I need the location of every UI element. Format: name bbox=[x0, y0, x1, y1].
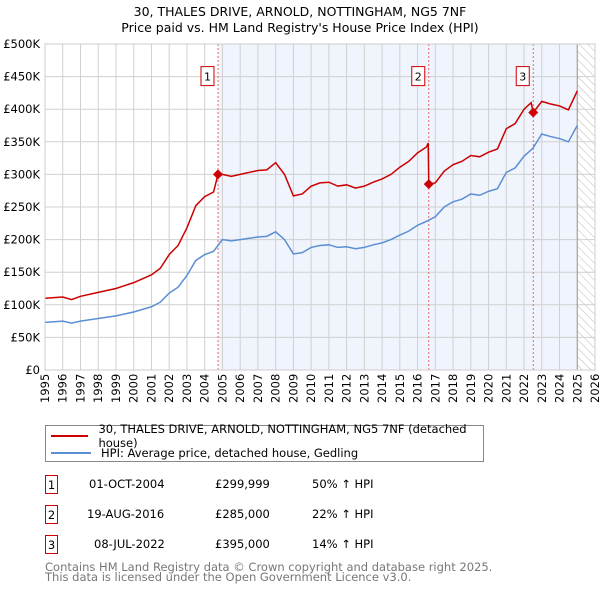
x-tick-label: 2010 bbox=[304, 374, 318, 403]
sale-point bbox=[528, 107, 539, 118]
x-tick-label: 2023 bbox=[535, 374, 549, 403]
sale-marker-label: 1 bbox=[204, 71, 211, 84]
sale-marker-label: 3 bbox=[45, 535, 58, 554]
property-price-line bbox=[44, 90, 578, 301]
sale-row: 1 01-OCT-2004 £299,999 50% ↑ HPI bbox=[45, 475, 465, 495]
y-tick-label: £450K bbox=[3, 70, 40, 84]
sale-date: 08-JUL-2022 bbox=[94, 537, 165, 551]
chart-subtitle: Price paid vs. HM Land Registry's House … bbox=[121, 20, 479, 35]
x-tick-label: 2005 bbox=[215, 374, 229, 403]
sale-marker-label: 1 bbox=[45, 475, 58, 494]
x-tick-label: 2012 bbox=[340, 374, 354, 403]
y-tick-label: £50K bbox=[11, 330, 41, 344]
x-tick-label: 2022 bbox=[517, 374, 531, 403]
legend-label: HPI: Average price, detached house, Gedl… bbox=[101, 446, 359, 460]
x-tick-label: 2020 bbox=[482, 374, 496, 403]
x-tick-label: 2021 bbox=[499, 374, 513, 403]
x-tick-label: 2017 bbox=[428, 374, 442, 403]
sale-hpi: 50% ↑ HPI bbox=[312, 477, 374, 491]
x-tick-label: 2004 bbox=[198, 374, 212, 403]
x-tick-label: 2019 bbox=[464, 374, 478, 403]
sale-point bbox=[212, 169, 223, 180]
x-tick-label: 2025 bbox=[570, 374, 584, 403]
sale-marker-label: 2 bbox=[45, 505, 58, 524]
x-tick-label: 1998 bbox=[91, 374, 105, 403]
legend-swatch-blue bbox=[51, 452, 91, 454]
x-tick-label: 2014 bbox=[375, 374, 389, 403]
sale-date: 19-AUG-2016 bbox=[87, 507, 165, 521]
x-tick-label: 2008 bbox=[269, 374, 283, 403]
x-tick-label: 2018 bbox=[446, 374, 460, 403]
y-tick-label: £500K bbox=[3, 37, 40, 51]
sale-marker-box bbox=[200, 66, 215, 87]
legend: 30, THALES DRIVE, ARNOLD, NOTTINGHAM, NG… bbox=[45, 422, 484, 462]
sale-marker-box bbox=[411, 66, 426, 87]
sale-marker-label: 3 bbox=[519, 71, 526, 84]
x-tick-label: 2009 bbox=[286, 374, 300, 403]
x-tick-label: 2006 bbox=[233, 374, 247, 403]
y-tick-label: £250K bbox=[3, 200, 40, 214]
x-tick-label: 2003 bbox=[180, 374, 194, 403]
sale-hpi: 22% ↑ HPI bbox=[312, 507, 374, 521]
sale-row: 2 19-AUG-2016 £285,000 22% ↑ HPI bbox=[45, 505, 465, 525]
x-tick-label: 2016 bbox=[411, 374, 425, 403]
sale-marker-label: 2 bbox=[415, 71, 422, 84]
x-tick-label: 2002 bbox=[162, 374, 176, 403]
legend-item-property: 30, THALES DRIVE, ARNOLD, NOTTINGHAM, NG… bbox=[51, 422, 483, 450]
x-tick-label: 1996 bbox=[56, 374, 70, 403]
x-tick-label: 1995 bbox=[38, 374, 52, 403]
x-tick-label: 2024 bbox=[553, 374, 567, 403]
sale-date: 01-OCT-2004 bbox=[89, 477, 165, 491]
sale-row: 3 08-JUL-2022 £395,000 14% ↑ HPI bbox=[45, 535, 465, 555]
x-tick-label: 1999 bbox=[109, 374, 123, 403]
y-tick-label: £0 bbox=[25, 363, 40, 377]
x-tick-label: 2011 bbox=[322, 374, 336, 403]
x-tick-label: 2026 bbox=[588, 374, 600, 403]
x-tick-label: 2013 bbox=[357, 374, 371, 403]
x-tick-label: 2015 bbox=[393, 374, 407, 403]
footer-copyright: Contains HM Land Registry data © Crown c… bbox=[45, 560, 493, 574]
x-tick-label: 1997 bbox=[73, 374, 87, 403]
y-tick-label: £150K bbox=[3, 265, 40, 279]
sale-point bbox=[423, 179, 434, 190]
plot-border bbox=[44, 43, 596, 371]
x-tick-label: 2007 bbox=[251, 374, 265, 403]
sale-marker-box bbox=[515, 66, 530, 87]
legend-label: 30, THALES DRIVE, ARNOLD, NOTTINGHAM, NG… bbox=[98, 422, 467, 450]
sale-hpi: 14% ↑ HPI bbox=[312, 537, 374, 551]
y-tick-label: £350K bbox=[3, 135, 40, 149]
legend-item-hpi: HPI: Average price, detached house, Gedl… bbox=[51, 445, 358, 461]
hpi-line bbox=[44, 125, 578, 324]
price-chart: 1995 1996 1997 1998 1999 2000 2001 2002 2003 2004… bbox=[3, 37, 600, 403]
legend-swatch-red bbox=[51, 435, 89, 437]
y-tick-label: £400K bbox=[3, 102, 40, 116]
y-tick-label: £300K bbox=[3, 167, 40, 181]
footer-licence: This data is licensed under the Open Gov… bbox=[45, 570, 412, 584]
y-tick-label: £100K bbox=[3, 298, 40, 312]
x-tick-label: 2000 bbox=[127, 374, 141, 403]
x-tick-label: 2001 bbox=[144, 374, 158, 403]
chart-title: 30, THALES DRIVE, ARNOLD, NOTTINGHAM, NG… bbox=[133, 4, 467, 19]
y-tick-label: £200K bbox=[3, 233, 40, 247]
sale-price: £285,000 bbox=[215, 507, 270, 521]
sale-price: £299,999 bbox=[215, 477, 270, 491]
sale-price: £395,000 bbox=[215, 537, 270, 551]
